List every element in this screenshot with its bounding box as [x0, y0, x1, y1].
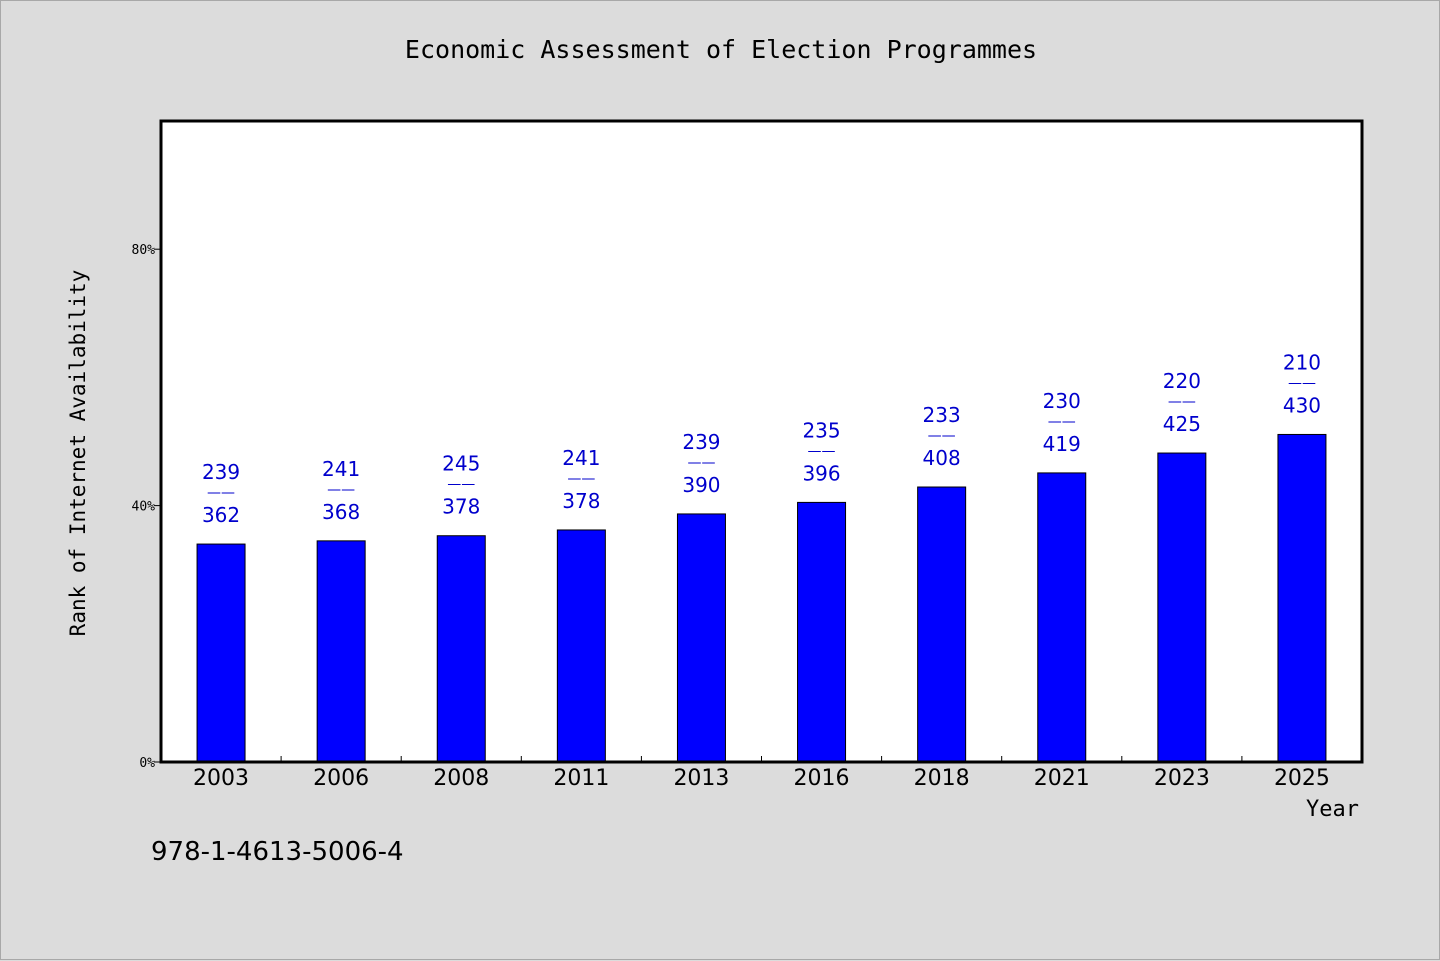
bar — [797, 501, 847, 763]
y-tick-label: 80% — [132, 243, 156, 258]
data-label-bottom: 368 — [322, 500, 360, 524]
bar — [316, 540, 366, 763]
x-tick-label: 2023 — [1154, 766, 1210, 791]
data-label-separator: —— — [928, 428, 956, 444]
x-tick-label: 2006 — [313, 766, 369, 791]
data-label-separator: —— — [808, 443, 836, 459]
bar — [917, 486, 967, 763]
data-label-bottom: 425 — [1163, 412, 1201, 436]
bar — [1157, 452, 1207, 763]
bar — [436, 535, 486, 763]
y-tick-label: 40% — [132, 500, 156, 515]
data-label-bottom: 408 — [923, 446, 961, 470]
data-label-top: 220 — [1163, 369, 1201, 393]
x-tick-label: 2008 — [433, 766, 489, 791]
data-label-bottom: 362 — [202, 503, 240, 527]
data-label-separator: —— — [1168, 394, 1196, 410]
data-label-separator: —— — [447, 477, 475, 493]
chart-title: Economic Assessment of Election Programm… — [404, 35, 1038, 64]
bar — [556, 529, 606, 763]
bar — [676, 513, 726, 763]
data-label-bottom: 390 — [682, 473, 720, 497]
data-label-top: 245 — [442, 452, 480, 476]
data-label-top: 230 — [1043, 389, 1081, 413]
data-label-top: 241 — [562, 446, 600, 470]
plot-frame — [159, 119, 1364, 764]
x-tick-label: 2018 — [914, 766, 970, 791]
data-label-bottom: 430 — [1283, 393, 1321, 417]
data-label-separator: —— — [1048, 414, 1076, 430]
x-tick-label: 2013 — [673, 766, 729, 791]
bar — [196, 543, 246, 763]
bar — [1277, 433, 1327, 763]
bar — [1037, 472, 1087, 763]
data-label-top: 235 — [802, 418, 840, 442]
data-label-top: 241 — [322, 457, 360, 481]
data-label-separator: —— — [327, 482, 355, 498]
data-label-separator: —— — [207, 485, 235, 501]
data-label-separator: —— — [1288, 375, 1316, 391]
data-label-top: 233 — [923, 403, 961, 427]
y-tick-label: 0% — [139, 756, 155, 771]
x-tick-label: 2025 — [1274, 766, 1330, 791]
data-label-separator: —— — [567, 471, 595, 487]
x-tick-label: 2016 — [794, 766, 850, 791]
x-tick-label: 2003 — [193, 766, 249, 791]
data-label-top: 210 — [1283, 350, 1321, 374]
data-label-bottom: 378 — [562, 489, 600, 513]
data-label-bottom: 396 — [802, 461, 840, 485]
isbn-footnote: 978-1-4613-5006-4 — [151, 837, 404, 867]
x-tick-label: 2021 — [1034, 766, 1090, 791]
data-label-bottom: 378 — [442, 495, 480, 519]
data-label-top: 239 — [202, 460, 240, 484]
data-label-bottom: 419 — [1043, 432, 1081, 456]
data-label-separator: —— — [687, 455, 715, 471]
x-tick-label: 2011 — [553, 766, 609, 791]
data-label-top: 239 — [682, 430, 720, 454]
x-axis-title: Year — [1306, 797, 1359, 822]
